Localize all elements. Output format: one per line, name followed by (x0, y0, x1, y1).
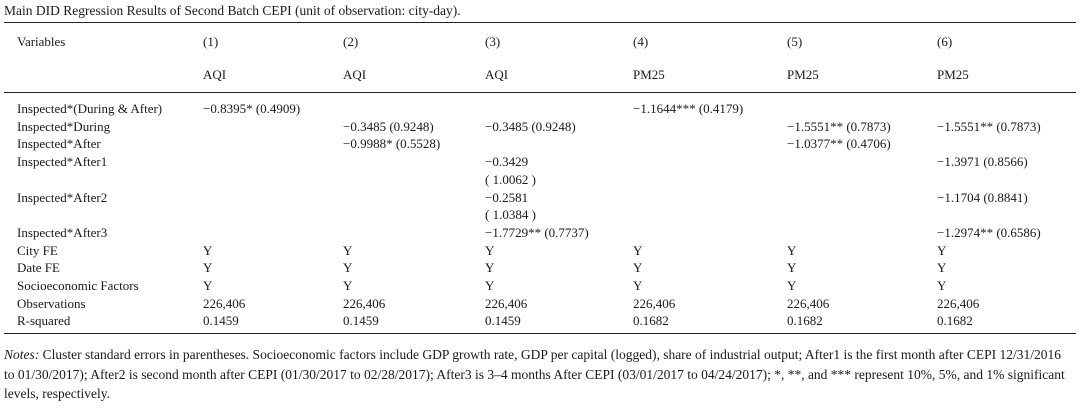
table-cell: −1.1704 (0.8841) (937, 189, 1028, 205)
column-dependent-variable: AQI (343, 67, 367, 82)
table-cell: Y (937, 278, 947, 293)
column-number: (3) (485, 34, 501, 49)
table-cell: Y (343, 278, 353, 293)
table-cell: −1.5551** (0.7873) (787, 118, 891, 134)
column-dependent-variable: PM25 (633, 67, 665, 82)
row-label: Inspected*After3 (17, 224, 108, 240)
table-cell: Y (485, 242, 495, 258)
table-cell: Y (787, 242, 797, 258)
table-cell: Y (633, 260, 643, 276)
table-cell: −0.9988* (0.5528) (343, 136, 441, 152)
table-cell: 226,406 (343, 295, 386, 311)
header-variables: Variables (17, 34, 66, 49)
table-cell: 226,406 (633, 295, 676, 311)
table-cell: −0.8395* (0.4909) (203, 101, 301, 116)
table-cell: −1.5551** (0.7873) (937, 118, 1041, 134)
table-cell: 0.1682 (937, 313, 973, 329)
table-cell: Y (485, 260, 495, 276)
table-cell: Y (633, 278, 643, 293)
table-cell: 226,406 (787, 295, 830, 311)
table-cell: Y (787, 260, 797, 276)
row-label: Inspected*After1 (17, 154, 108, 170)
table-cell: −0.2581 (485, 189, 529, 205)
column-dependent-variable: AQI (203, 67, 227, 82)
row-label: Inspected*During (17, 118, 111, 134)
bottom-rule (4, 333, 1076, 334)
notes-text: Cluster standard errors in parentheses. … (4, 347, 1065, 401)
table-cell: 0.1682 (787, 313, 823, 329)
table-cell: 0.1459 (343, 313, 379, 329)
row-label: Socioeconomic Factors (17, 278, 139, 293)
table-cell: ( 1.0384 ) (485, 207, 536, 223)
table-cell: Y (203, 242, 213, 258)
column-dependent-variable: AQI (485, 67, 509, 82)
column-dependent-variable: PM25 (787, 67, 819, 82)
column-dependent-variable: PM25 (937, 67, 969, 82)
table-cell: Y (343, 260, 353, 276)
table-cell: Y (343, 242, 353, 258)
table-cell: −1.1644*** (0.4179) (633, 101, 744, 116)
row-label: Observations (17, 295, 86, 311)
row-label: Date FE (17, 260, 60, 276)
table-cell: −0.3485 (0.9248) (485, 118, 576, 134)
table-cell: 0.1459 (203, 313, 239, 329)
table-cell: 226,406 (937, 295, 980, 311)
table-notes: Notes: Cluster standard errors in parent… (4, 345, 1072, 404)
table-cell: Y (937, 242, 947, 258)
table-cell: 226,406 (203, 295, 246, 311)
row-label: Inspected*After (17, 136, 101, 152)
table-cell: −1.3971 (0.8566) (937, 154, 1028, 170)
table-cell: −0.3429 (485, 154, 529, 170)
row-label: Inspected*(During & After) (17, 101, 163, 116)
table-cell: Y (485, 278, 495, 293)
table-cell: −1.0377** (0.4706) (787, 136, 891, 152)
notes-lead: Notes: (4, 347, 40, 362)
table-cell: 0.1682 (633, 313, 669, 329)
top-rule (4, 22, 1076, 24)
row-label: City FE (17, 242, 58, 258)
column-number: (1) (203, 34, 219, 49)
table-cell: Y (203, 260, 213, 276)
table-cell: Y (203, 278, 213, 293)
column-number: (5) (787, 34, 803, 49)
table-cell: 226,406 (485, 295, 528, 311)
column-number: (2) (343, 34, 359, 49)
table-cell: ( 1.0062 ) (485, 171, 536, 187)
table-cell: −1.2974** (0.6586) (937, 224, 1041, 240)
table-cell: Y (633, 242, 643, 258)
table-cell: −1.7729** (0.7737) (485, 224, 589, 240)
row-label: Inspected*After2 (17, 189, 108, 205)
row-label: R-squared (17, 313, 71, 329)
table-cell: −0.3485 (0.9248) (343, 118, 434, 134)
table-cell: 0.1459 (485, 313, 521, 329)
header-rule (4, 92, 1076, 93)
column-number: (6) (937, 34, 953, 49)
table-cell: Y (787, 278, 797, 293)
table-caption: Main DID Regression Results of Second Ba… (4, 3, 461, 18)
column-number: (4) (633, 34, 649, 49)
table-cell: Y (937, 260, 947, 276)
